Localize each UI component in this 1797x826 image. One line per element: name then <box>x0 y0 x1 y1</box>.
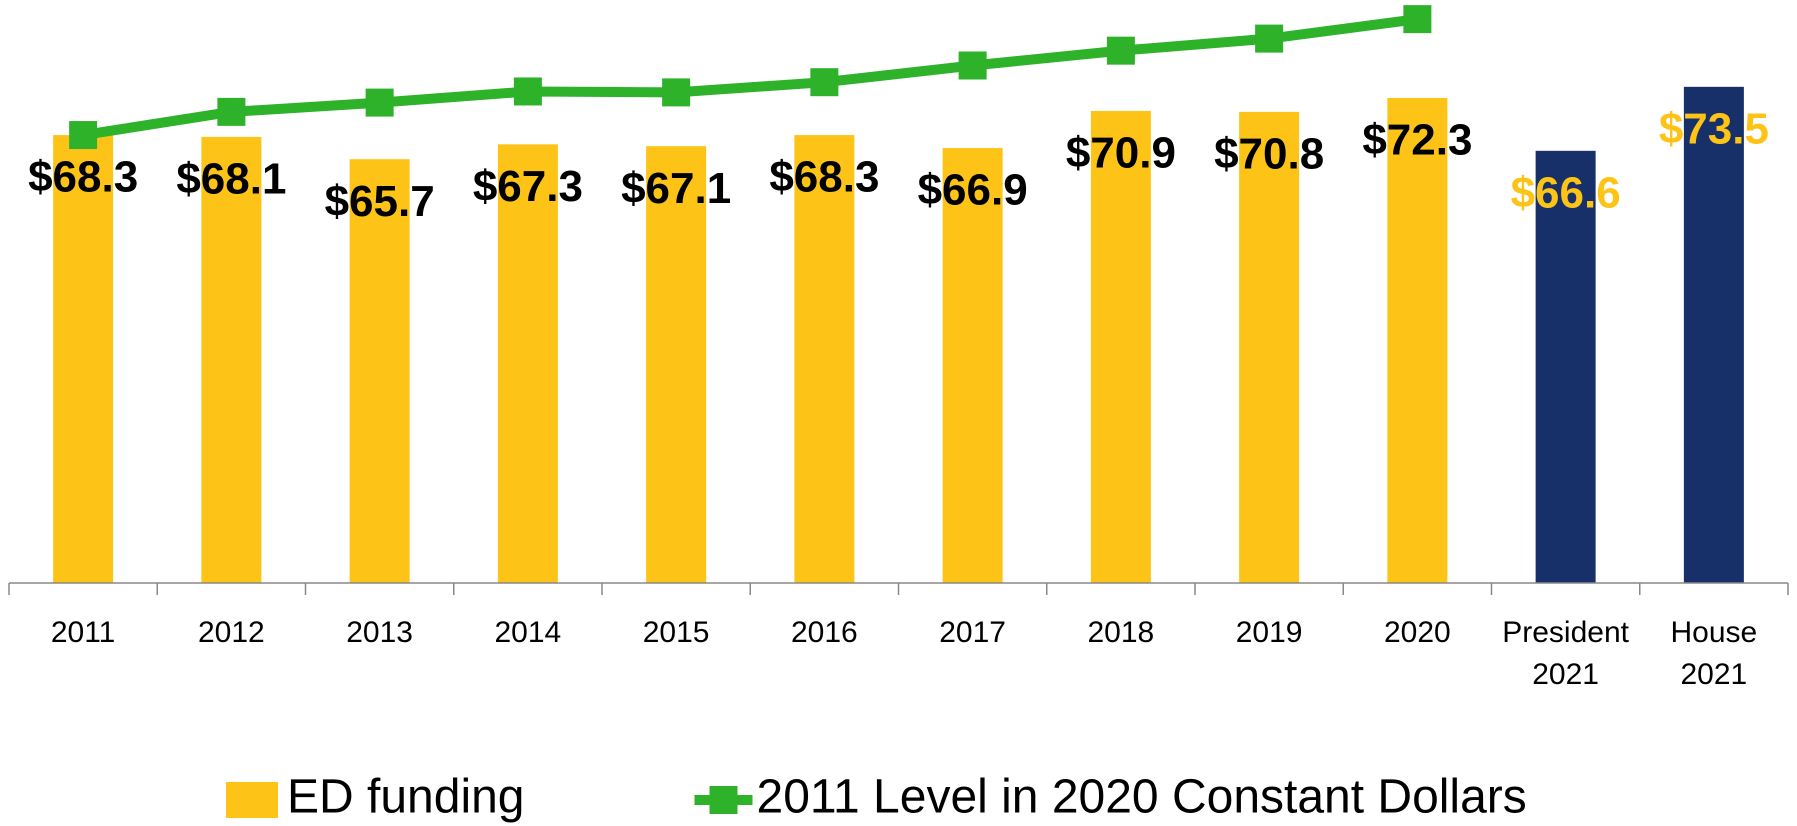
x-tick-label: House 2021 <box>1671 616 1758 691</box>
data-label: $68.3 <box>769 153 879 202</box>
line-marker <box>1403 5 1432 34</box>
x-tick-label: 2015 <box>643 616 710 649</box>
line-marker <box>810 68 839 97</box>
bar <box>349 159 410 583</box>
legend-swatch <box>709 786 738 814</box>
legend-swatch <box>226 782 278 818</box>
data-label: $65.7 <box>325 177 435 226</box>
data-label: $66.6 <box>1511 168 1621 217</box>
line-marker <box>365 88 394 117</box>
x-tick-label: 2016 <box>791 616 858 649</box>
legend-label: 2011 Level in 2020 Constant Dollars <box>757 771 1527 824</box>
data-label: $67.3 <box>473 162 583 211</box>
x-tick-label: 2019 <box>1236 616 1303 649</box>
line-marker <box>1255 24 1284 53</box>
x-tick-label: 2020 <box>1384 616 1451 649</box>
line-marker <box>217 97 246 126</box>
data-label: $68.3 <box>28 153 138 202</box>
line-marker <box>958 51 987 80</box>
line-marker <box>662 78 691 107</box>
bar <box>53 135 114 583</box>
data-label: $68.1 <box>176 155 286 204</box>
data-label: $66.9 <box>918 166 1028 215</box>
line <box>82 14 1419 140</box>
x-tick-label: 2018 <box>1088 616 1155 649</box>
bar <box>794 135 855 583</box>
x-tick-label: 2013 <box>346 616 413 649</box>
data-label: $70.8 <box>1214 129 1324 178</box>
bar <box>646 146 707 583</box>
bar <box>1535 150 1596 584</box>
line-marker <box>69 121 98 150</box>
bar <box>942 148 1003 583</box>
bar <box>497 144 558 584</box>
bar <box>1683 86 1744 584</box>
bar <box>1387 97 1448 583</box>
line-marker <box>1106 36 1135 65</box>
legend-label: ED funding <box>287 771 525 824</box>
bar <box>201 136 262 583</box>
data-label: $70.9 <box>1066 129 1176 178</box>
x-tick-label: 2011 <box>51 616 116 649</box>
data-label: $72.3 <box>1362 116 1472 165</box>
x-tick-label: 2012 <box>198 616 265 649</box>
bar <box>1090 110 1151 584</box>
x-tick-label: 2017 <box>939 616 1006 649</box>
x-tick-label: 2014 <box>495 616 562 649</box>
data-label: $67.1 <box>621 164 731 213</box>
line-marker <box>513 77 542 106</box>
bar <box>1239 111 1300 583</box>
x-tick-label: President 2021 <box>1502 616 1629 691</box>
data-label: $73.5 <box>1659 104 1769 153</box>
